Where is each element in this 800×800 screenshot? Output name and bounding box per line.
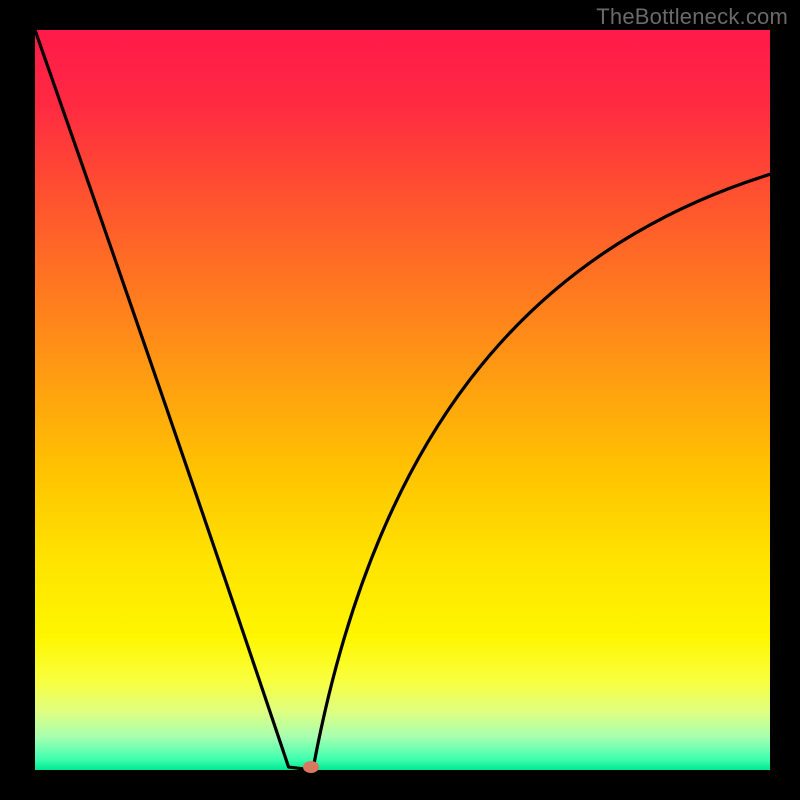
chart-container: TheBottleneck.com — [0, 0, 800, 800]
bottleneck-curve — [35, 30, 770, 770]
minimum-marker — [303, 761, 319, 773]
curve-layer — [35, 30, 770, 770]
watermark-text: TheBottleneck.com — [596, 4, 788, 30]
plot-area — [35, 30, 770, 770]
